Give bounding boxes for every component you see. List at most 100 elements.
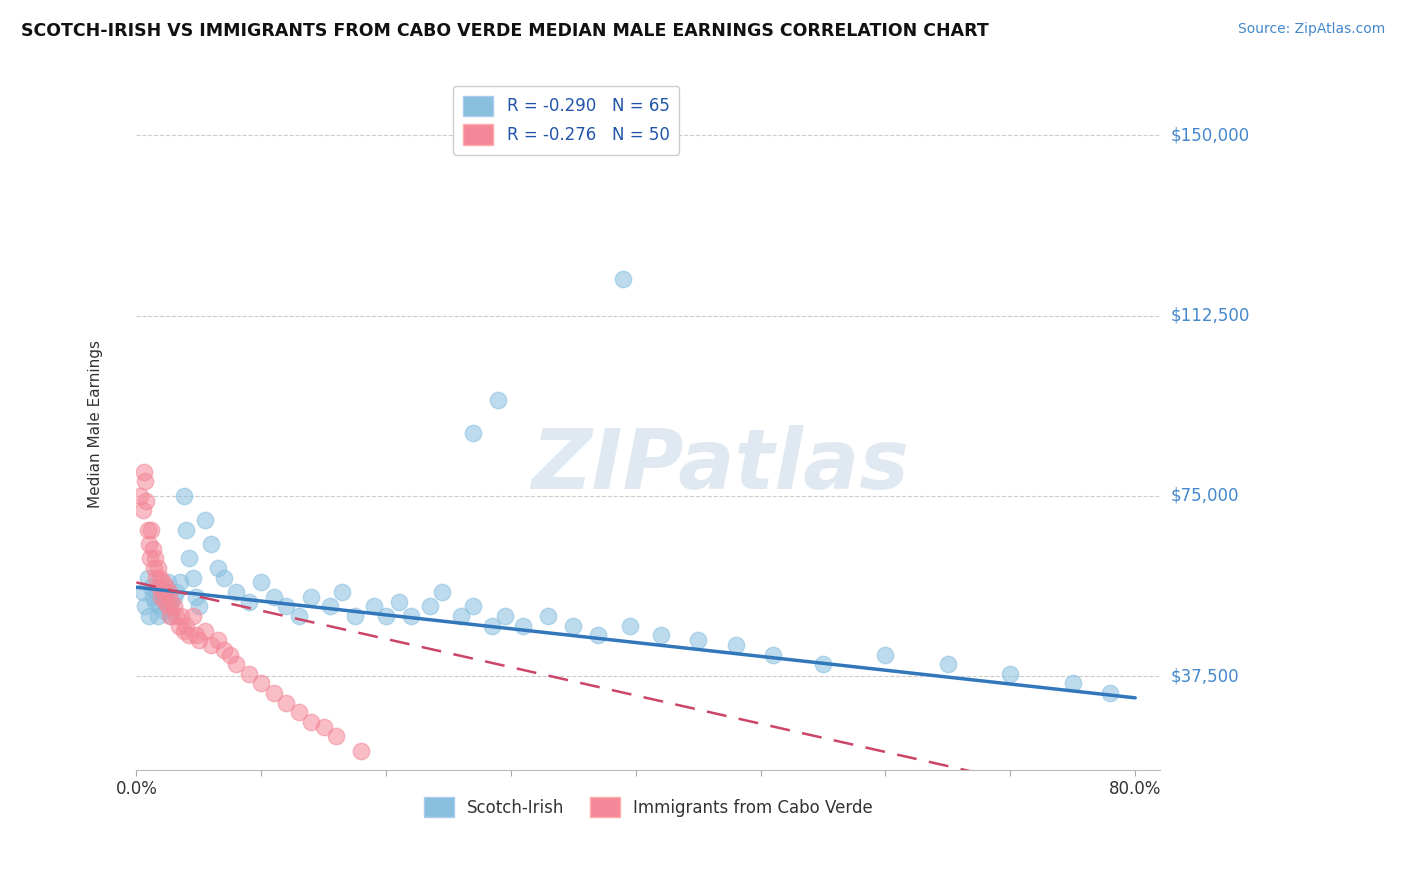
Point <box>463 426 485 441</box>
Text: SCOTCH-IRISH VS IMMIGRANTS FROM CABO VERDE MEDIAN MALE EARNINGS CORRELATION CHAR: SCOTCH-IRISH VS IMMIGRANTS FROM CABO VER… <box>21 22 988 40</box>
Text: $150,000: $150,000 <box>1170 126 1250 145</box>
Point <box>432 585 454 599</box>
Point <box>156 599 179 614</box>
Point <box>176 618 198 632</box>
Point <box>173 624 195 638</box>
Point <box>200 537 222 551</box>
Point <box>612 272 634 286</box>
Point <box>200 638 222 652</box>
Point <box>152 575 174 590</box>
Point <box>153 585 176 599</box>
Point <box>149 571 172 585</box>
Text: $37,500: $37,500 <box>1170 667 1239 685</box>
Point <box>219 648 242 662</box>
Point <box>250 676 273 690</box>
Point <box>299 714 322 729</box>
Point <box>153 585 176 599</box>
Point <box>141 580 163 594</box>
Point <box>136 523 159 537</box>
Point <box>276 696 298 710</box>
Text: Median Male Earnings: Median Male Earnings <box>89 340 103 508</box>
Point <box>207 561 229 575</box>
Point <box>131 585 153 599</box>
Point <box>176 523 198 537</box>
Legend: Scotch-Irish, Immigrants from Cabo Verde: Scotch-Irish, Immigrants from Cabo Verde <box>418 790 879 824</box>
Point <box>136 571 159 585</box>
Point <box>149 590 172 604</box>
Point <box>512 618 534 632</box>
Point <box>138 537 160 551</box>
Point <box>142 590 165 604</box>
Point <box>150 580 173 594</box>
Point <box>160 609 183 624</box>
Point <box>207 633 229 648</box>
Point <box>135 493 157 508</box>
Point <box>194 624 217 638</box>
Point <box>343 609 366 624</box>
Point <box>134 475 156 489</box>
Point <box>238 595 260 609</box>
Point <box>762 648 785 662</box>
Point <box>375 609 398 624</box>
Point <box>142 541 165 556</box>
Point <box>332 585 354 599</box>
Point <box>319 599 342 614</box>
Point <box>177 551 200 566</box>
Text: $112,500: $112,500 <box>1170 307 1250 325</box>
Point <box>148 580 170 594</box>
Point <box>165 585 187 599</box>
Point <box>238 666 260 681</box>
Point <box>225 585 247 599</box>
Point <box>159 609 181 624</box>
Point <box>177 628 200 642</box>
Point <box>537 609 560 624</box>
Point <box>143 595 166 609</box>
Point <box>187 633 209 648</box>
Point <box>811 657 834 672</box>
Point <box>142 561 165 575</box>
Point <box>187 599 209 614</box>
Point <box>148 599 170 614</box>
Point <box>153 604 176 618</box>
Point <box>138 609 160 624</box>
Point <box>481 618 503 632</box>
Point <box>1062 676 1084 690</box>
Point <box>276 599 298 614</box>
Point <box>150 590 173 604</box>
Point <box>132 465 155 479</box>
Point <box>619 618 641 632</box>
Point <box>287 706 309 720</box>
Point <box>312 720 335 734</box>
Point <box>350 744 373 758</box>
Point <box>419 599 441 614</box>
Point <box>724 638 747 652</box>
Point <box>650 628 672 642</box>
Point <box>170 609 193 624</box>
Point <box>494 609 516 624</box>
Point <box>212 571 235 585</box>
Point <box>139 551 162 566</box>
Point <box>399 609 422 624</box>
Point <box>181 609 204 624</box>
Point <box>588 628 610 642</box>
Text: ZIPatlas: ZIPatlas <box>531 425 908 506</box>
Point <box>146 609 169 624</box>
Point <box>173 489 195 503</box>
Point <box>562 618 585 632</box>
Point <box>463 599 485 614</box>
Point <box>155 580 177 594</box>
Point <box>488 392 510 407</box>
Point <box>141 523 163 537</box>
Point <box>167 618 190 632</box>
Point <box>263 686 285 700</box>
Point <box>186 628 208 642</box>
Point <box>250 575 273 590</box>
Point <box>194 513 217 527</box>
Point <box>936 657 959 672</box>
Point <box>212 642 235 657</box>
Point <box>225 657 247 672</box>
Point <box>165 609 187 624</box>
Point <box>363 599 385 614</box>
Point <box>145 585 167 599</box>
Point <box>143 551 166 566</box>
